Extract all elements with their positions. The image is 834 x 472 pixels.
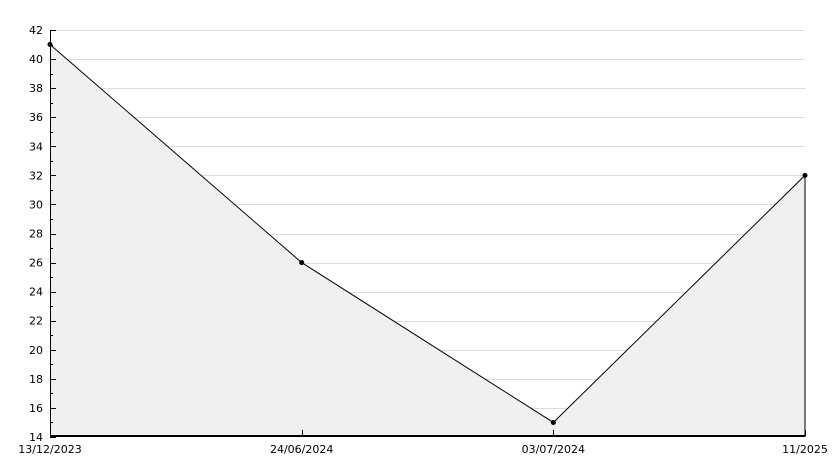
y-axis-tick-label: 32 xyxy=(29,169,43,182)
data-point-marker xyxy=(802,172,808,178)
y-axis-tick-label: 34 xyxy=(29,140,43,153)
y-axis-tick-label: 30 xyxy=(29,198,43,211)
x-axis-tick-label: 13/12/2023 xyxy=(18,443,81,456)
data-point-marker xyxy=(550,419,556,425)
y-axis-tick-label: 18 xyxy=(29,373,43,386)
data-point-marker xyxy=(299,260,305,266)
area-fill xyxy=(50,44,805,438)
y-axis-tick-label: 40 xyxy=(29,53,43,66)
y-axis-tick-label: 26 xyxy=(29,257,43,270)
y-axis-tick-label: 14 xyxy=(29,431,43,444)
y-axis-tick-label: 16 xyxy=(29,402,43,415)
y-axis-tick-label: 20 xyxy=(29,344,43,357)
x-axis-tick-label: 11/2025 xyxy=(782,443,828,456)
y-axis-tick-label: 36 xyxy=(29,111,43,124)
x-axis-tick-label: 03/07/2024 xyxy=(522,443,585,456)
y-axis-tick-label: 28 xyxy=(29,228,43,241)
y-axis-tick-label: 22 xyxy=(29,315,43,328)
x-axis-tick-label: 24/06/2024 xyxy=(270,443,333,456)
y-axis-tick-label: 24 xyxy=(29,286,43,299)
y-axis-tick-label: 42 xyxy=(29,24,43,37)
y-axis-tick-label: 38 xyxy=(29,82,43,95)
data-point-marker xyxy=(47,42,53,48)
